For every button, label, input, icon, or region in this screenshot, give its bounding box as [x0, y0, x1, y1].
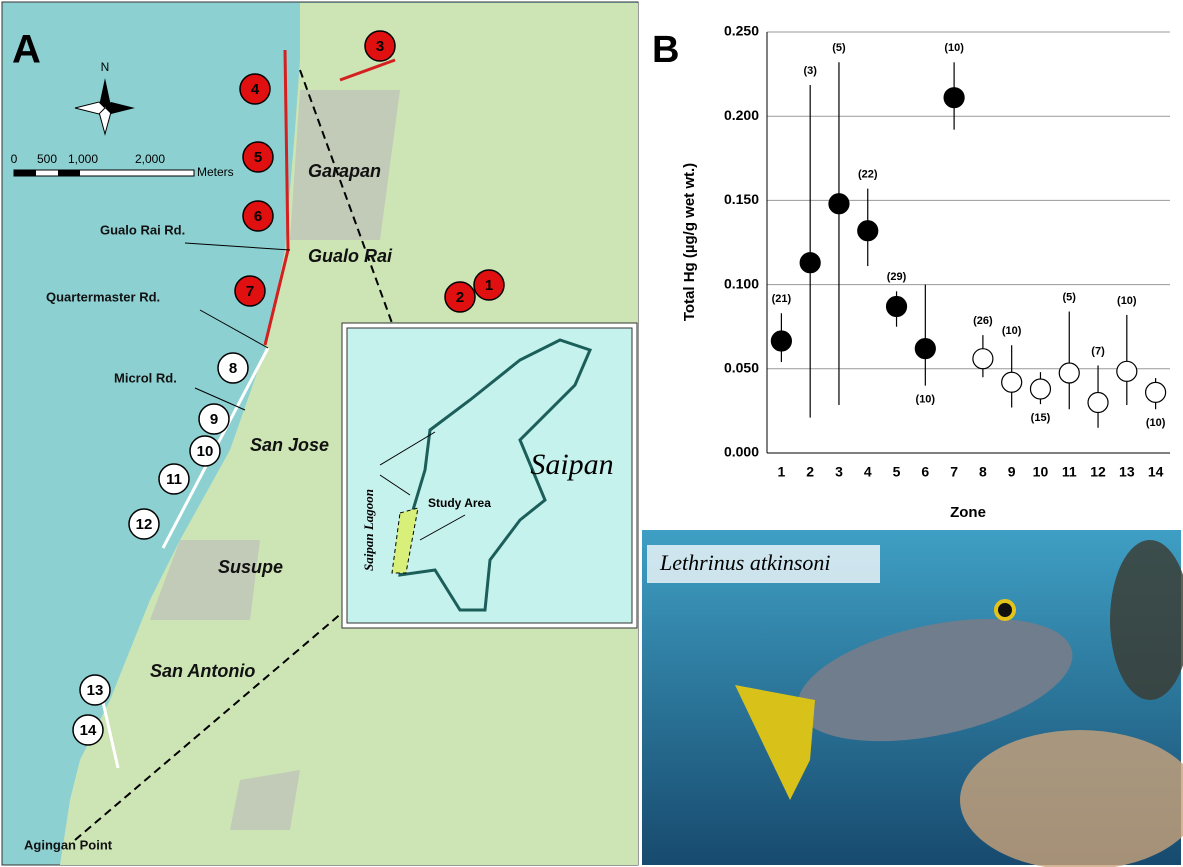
place-label: Garapan	[308, 161, 381, 181]
zone-number: 4	[251, 81, 260, 98]
road-label: Microl Rd.	[114, 370, 177, 385]
zone-number: 10	[197, 443, 214, 460]
point	[1059, 363, 1079, 383]
count-label: (5)	[1063, 291, 1077, 303]
point	[887, 296, 907, 316]
inset-map: Saipan Saipan Lagoon Study Area	[342, 323, 637, 628]
point	[858, 221, 878, 241]
y-tick-label: 0.250	[724, 23, 759, 39]
panel-label: B	[652, 29, 679, 71]
point	[1030, 379, 1050, 399]
place-label: Susupe	[218, 557, 283, 577]
x-tick-label: 3	[835, 464, 843, 480]
x-tick-label: 1	[777, 464, 785, 480]
place-label: Gualo Rai	[308, 246, 393, 266]
point	[1002, 372, 1022, 392]
zone-number: 5	[254, 149, 262, 166]
count-label: (21)	[772, 293, 792, 305]
count-label: (10)	[944, 42, 964, 54]
zone-number: 2	[456, 289, 464, 306]
x-tick-label: 9	[1008, 464, 1016, 480]
scale-label: 1,000	[68, 152, 98, 166]
zone-number: 3	[376, 38, 384, 55]
scale-label: 500	[37, 152, 57, 166]
panel-label: A	[12, 28, 41, 72]
scale-bar	[14, 170, 194, 176]
map-panel: A N 0 500 1,000 2,000 Meters Garapan Gua…	[2, 2, 638, 865]
x-tick-label: 11	[1062, 464, 1077, 480]
x-tick-label: 7	[950, 464, 958, 480]
count-label: (22)	[858, 169, 878, 181]
inset-study-label: Study Area	[428, 496, 491, 510]
inset-island-label: Saipan	[530, 448, 613, 481]
count-label: (10)	[1146, 417, 1166, 429]
zone-number: 7	[246, 283, 254, 300]
count-label: (10)	[1117, 295, 1137, 307]
x-tick-label: 6	[921, 464, 929, 480]
count-label: (15)	[1031, 412, 1051, 424]
photo-caption: Lethrinus atkinsoni	[659, 550, 831, 575]
road-label: Gualo Rai Rd.	[100, 222, 185, 237]
x-tick-label: 2	[806, 464, 814, 480]
figure: A N 0 500 1,000 2,000 Meters Garapan Gua…	[0, 0, 1183, 867]
scale-bar	[14, 170, 36, 176]
point	[1146, 382, 1166, 402]
zone-number: 9	[210, 411, 218, 428]
y-tick-label: 0.150	[724, 191, 759, 207]
fish-eye	[996, 601, 1014, 619]
zone-number: 13	[87, 682, 104, 699]
y-tick-label: 0.000	[724, 444, 759, 460]
chart-panel: B Total Hg (µg/g wet wt.) Zone 0.000 0.05…	[642, 2, 1181, 527]
scale-bar	[58, 170, 80, 176]
count-label: (26)	[973, 315, 993, 327]
y-tick-label: 0.100	[724, 275, 759, 291]
scale-unit: Meters	[197, 165, 234, 179]
photo-panel: Lethrinus atkinsoni	[642, 530, 1183, 867]
y-axis-label: Total Hg (µg/g wet wt.)	[681, 163, 698, 321]
point	[944, 88, 964, 108]
north-label: N	[101, 60, 110, 74]
point	[1117, 361, 1137, 381]
chart-background	[642, 2, 1181, 527]
scale-label: 2,000	[135, 152, 165, 166]
x-axis-label: Zone	[950, 504, 986, 521]
point	[1088, 392, 1108, 412]
scale-label: 0	[11, 152, 18, 166]
x-tick-label: 12	[1090, 464, 1106, 480]
zone-number: 14	[80, 722, 97, 739]
x-tick-label: 5	[893, 464, 901, 480]
count-label: (7)	[1091, 345, 1105, 357]
road-label: Agingan Point	[24, 837, 113, 852]
zone-number: 6	[254, 208, 262, 225]
y-tick-label: 0.050	[724, 360, 759, 376]
count-label: (29)	[887, 271, 907, 283]
count-label: (10)	[1002, 325, 1022, 337]
y-tick-label: 0.200	[724, 107, 759, 123]
point	[771, 331, 791, 351]
point	[915, 339, 935, 359]
point	[829, 194, 849, 214]
road-label: Quartermaster Rd.	[46, 289, 160, 304]
point	[800, 253, 820, 273]
zone-number: 1	[485, 277, 493, 294]
inset-lagoon-label: Saipan Lagoon	[361, 489, 376, 571]
zone-number: 12	[136, 516, 153, 533]
count-label: (10)	[916, 394, 936, 406]
x-tick-label: 14	[1148, 464, 1164, 480]
zone-number: 8	[229, 360, 237, 377]
place-label: San Jose	[250, 435, 329, 455]
x-tick-label: 4	[864, 464, 872, 480]
zone-number: 11	[166, 471, 182, 488]
x-tick-label: 13	[1119, 464, 1135, 480]
point	[973, 349, 993, 369]
count-label: (3)	[803, 65, 817, 77]
place-label: San Antonio	[150, 661, 255, 681]
x-tick-label: 8	[979, 464, 987, 480]
count-label: (5)	[832, 42, 846, 54]
x-tick-label: 10	[1033, 464, 1049, 480]
